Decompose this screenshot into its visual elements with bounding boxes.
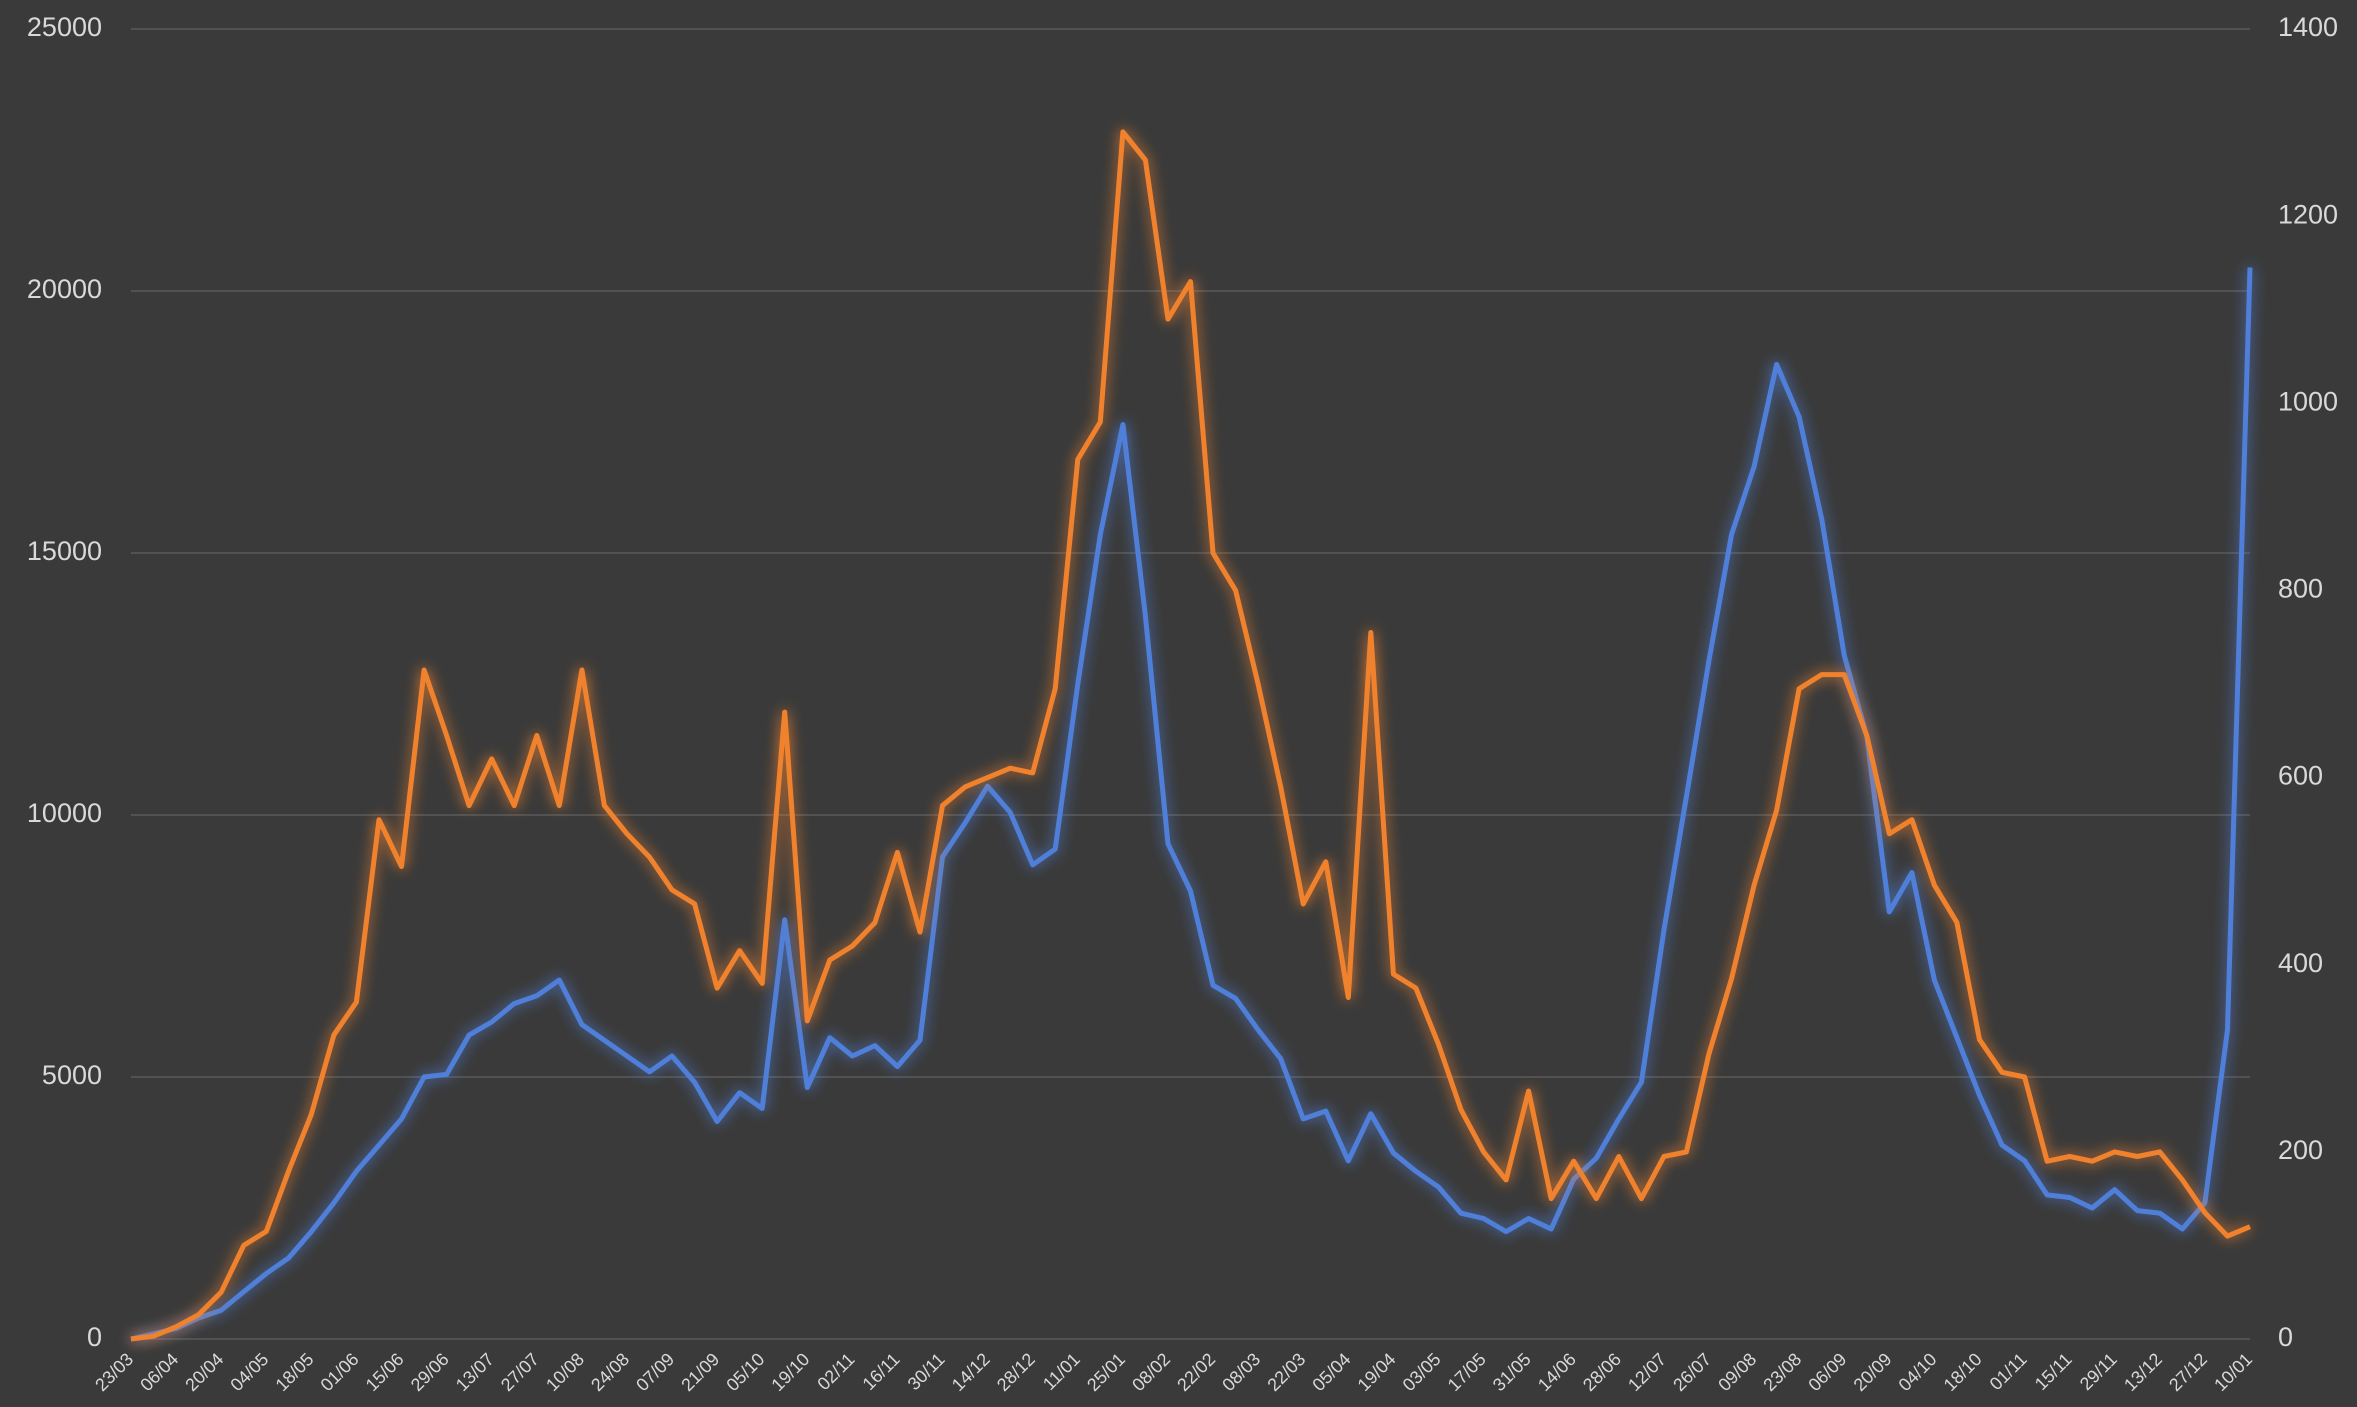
x-tick-label: 27/12 [2165,1349,2211,1395]
series-line [130,129,2251,1342]
x-tick-label: 11/01 [1039,1349,1084,1394]
x-tick-label: 19/04 [1354,1349,1400,1395]
y-tick-label: 15000 [27,536,102,566]
x-tick-label: 21/09 [677,1349,723,1395]
x-tick-label: 15/11 [2031,1349,2076,1394]
x-tick-label: 29/11 [2076,1349,2121,1394]
y-tick-label: 10000 [27,798,102,828]
x-tick-label: 20/09 [1850,1349,1896,1395]
x-tick-label: 08/02 [1128,1349,1174,1395]
x-tick-label: 13/07 [452,1349,498,1395]
x-tick-label: 17/05 [1444,1349,1490,1395]
x-tick-label: 01/11 [1986,1349,2031,1394]
x-tick-label: 09/08 [1714,1349,1760,1395]
x-tick-label: 01/06 [317,1349,363,1395]
series-line [130,267,2253,1342]
y-tick-label: 5000 [42,1060,102,1090]
x-tick-label: 03/05 [1399,1349,1445,1395]
y-tick-label: 25000 [27,12,102,42]
x-tick-label: 15/06 [362,1349,408,1395]
x-tick-label: 10/08 [542,1349,588,1395]
x-tick-label: 16/11 [859,1349,904,1394]
x-tick-label: 04/05 [226,1349,272,1395]
x-tick-label: 02/11 [813,1349,858,1394]
x-tick-label: 04/10 [1895,1349,1941,1395]
x-tick-label: 31/05 [1489,1349,1535,1395]
x-tick-label: 18/05 [272,1349,318,1395]
x-tick-label: 29/06 [407,1349,453,1395]
x-tick-label: 18/10 [1940,1349,1986,1395]
x-tick-label: 06/04 [136,1349,182,1395]
y2-tick-label: 1400 [2278,12,2338,42]
y2-tick-label: 1200 [2278,199,2338,229]
x-tick-label: 23/03 [91,1349,137,1395]
x-tick-label: 23/08 [1759,1349,1805,1395]
y2-tick-label: 400 [2278,948,2323,978]
x-tick-label: 08/03 [1218,1349,1264,1395]
x-tick-label: 28/12 [993,1349,1039,1395]
y2-tick-label: 0 [2278,1322,2293,1352]
x-tick-label: 27/07 [497,1349,543,1395]
x-tick-label: 24/08 [587,1349,633,1395]
x-tick-label: 07/09 [632,1349,678,1395]
y2-tick-label: 800 [2278,574,2323,604]
y2-tick-label: 600 [2278,761,2323,791]
x-tick-label: 12/07 [1624,1349,1670,1395]
y2-tick-label: 200 [2278,1135,2323,1165]
x-tick-label: 20/04 [181,1349,227,1395]
y-tick-label: 20000 [27,274,102,304]
x-tick-label: 14/12 [948,1349,994,1395]
x-tick-label: 28/06 [1579,1349,1625,1395]
x-tick-label: 10/01 [2210,1349,2256,1395]
x-tick-label: 30/11 [904,1349,949,1394]
x-tick-label: 05/10 [722,1349,768,1395]
y2-tick-label: 1000 [2278,386,2338,416]
x-tick-label: 14/06 [1534,1349,1580,1395]
x-tick-label: 13/12 [2120,1349,2166,1395]
x-tick-label: 19/10 [767,1349,813,1395]
x-tick-label: 06/09 [1804,1349,1850,1395]
x-tick-label: 26/07 [1669,1349,1715,1395]
x-tick-label: 22/03 [1263,1349,1309,1395]
x-tick-label: 05/04 [1308,1349,1354,1395]
y-tick-label: 0 [87,1322,102,1352]
x-tick-label: 22/02 [1173,1349,1219,1395]
x-tick-label: 25/01 [1083,1349,1129,1395]
